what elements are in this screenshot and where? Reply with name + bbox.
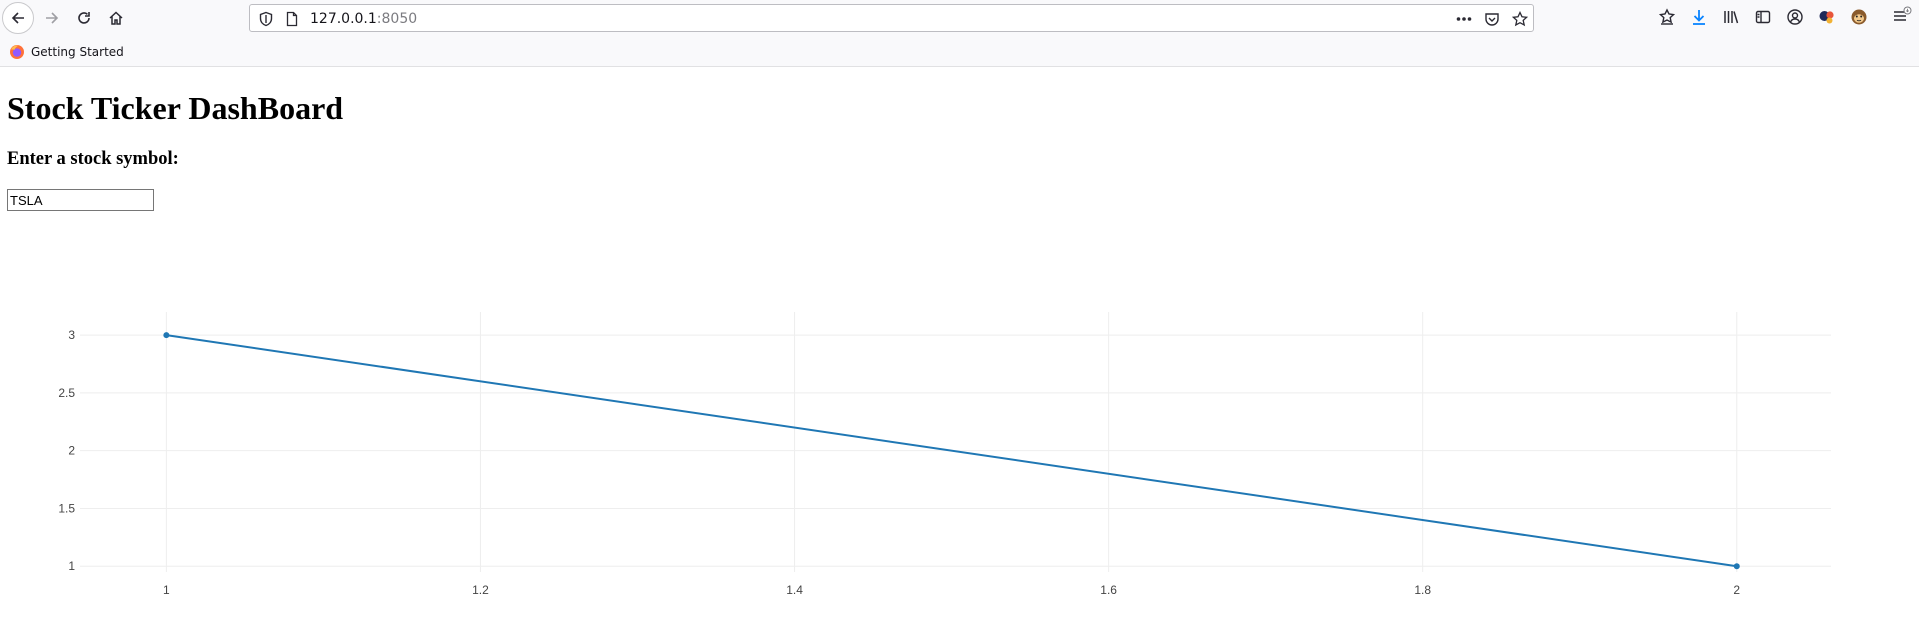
arrow-left-icon (11, 12, 24, 24)
library-icon[interactable] (1722, 8, 1740, 26)
x-tick-label-4: 1.8 (1414, 583, 1431, 597)
extension-icon[interactable] (1818, 8, 1836, 26)
url-text[interactable]: 127.0.0.1:8050 (310, 11, 417, 27)
sidebar-icon[interactable] (1754, 8, 1772, 26)
monkey-extension-icon[interactable] (1850, 8, 1868, 26)
url-host: 127.0.0.1 (310, 11, 377, 27)
account-icon[interactable] (1786, 8, 1804, 26)
y-tick-label-3: 2.5 (58, 386, 75, 400)
shield-icon[interactable] (258, 11, 274, 27)
y-tick-label-2: 2 (68, 444, 75, 458)
arrow-right-icon (46, 12, 59, 24)
url-bar[interactable]: 127.0.0.1:8050 (249, 4, 1534, 32)
download-icon[interactable] (1690, 8, 1708, 26)
stock-symbol-input[interactable] (7, 189, 154, 211)
y-tick-label-0: 1 (68, 559, 75, 573)
browser-toolbar: 127.0.0.1:8050 (0, 0, 1919, 36)
page-title: Stock Ticker DashBoard (7, 90, 344, 126)
reload-button[interactable] (68, 2, 100, 34)
pocket-icon[interactable] (1484, 11, 1500, 27)
home-button[interactable] (100, 2, 132, 34)
page-icon[interactable] (284, 11, 300, 27)
star-icon[interactable] (1512, 11, 1528, 27)
back-button[interactable] (2, 2, 34, 34)
home-icon (109, 11, 123, 25)
x-tick-label-0: 1 (163, 583, 170, 597)
y-tick-label-1: 1.5 (58, 501, 75, 515)
y-tick-label-4: 3 (68, 328, 75, 342)
data-point-0-1 (1733, 563, 1740, 570)
x-tick-label-1: 1.2 (472, 583, 489, 597)
url-port: :8050 (376, 11, 418, 27)
bookmark-getting-started[interactable]: Getting Started (9, 44, 124, 60)
x-tick-label-3: 1.6 (1100, 583, 1117, 597)
bookmarks-toolbar: Getting Started (0, 36, 1919, 67)
reading-list-icon[interactable] (1658, 8, 1676, 26)
series-line-0 (166, 334, 1737, 568)
price-chart[interactable]: 1 1.2 1.4 1.6 1.8 2 1 1.5 2 2.5 3 (0, 300, 1919, 610)
reload-icon (78, 12, 90, 24)
more-actions-icon[interactable] (1456, 16, 1472, 22)
bookmark-label: Getting Started (31, 45, 124, 59)
symbol-prompt: Enter a stock symbol: (7, 149, 179, 169)
data-point-0-0 (163, 332, 170, 339)
firefox-icon (10, 45, 24, 59)
menu-icon[interactable] (1892, 6, 1912, 26)
x-tick-label-5: 2 (1733, 583, 1740, 597)
x-tick-label-2: 1.4 (786, 583, 803, 597)
forward-button[interactable] (36, 2, 68, 34)
